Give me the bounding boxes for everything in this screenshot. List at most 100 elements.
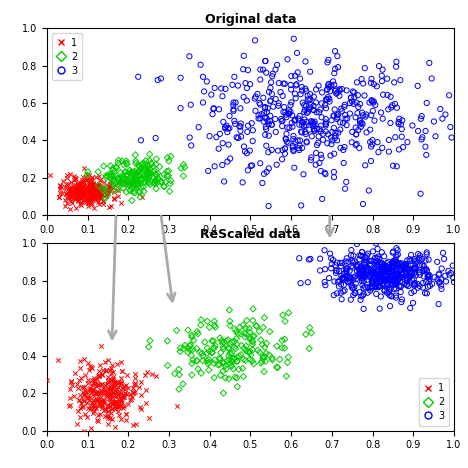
- Point: [405, 272, 412, 279]
- Point: [66, 206, 74, 213]
- Point: [123, 161, 131, 168]
- Point: [83, 388, 90, 396]
- Point: [373, 258, 381, 265]
- Point: [107, 162, 114, 169]
- Point: [135, 178, 142, 185]
- Point: [394, 269, 402, 277]
- Point: [136, 167, 143, 174]
- Point: [366, 271, 373, 278]
- Point: [268, 121, 275, 128]
- Point: [88, 195, 95, 203]
- Point: [281, 80, 289, 88]
- Point: [390, 260, 398, 268]
- Point: [177, 344, 184, 351]
- Point: [118, 157, 126, 165]
- Point: [95, 418, 102, 425]
- Point: [392, 253, 400, 261]
- Point: [324, 58, 331, 66]
- Point: [373, 257, 381, 265]
- Point: [425, 59, 433, 66]
- Point: [330, 124, 337, 132]
- Point: [386, 276, 393, 284]
- Point: [92, 185, 99, 193]
- Point: [377, 266, 385, 273]
- Point: [80, 190, 87, 197]
- Point: [365, 187, 373, 194]
- Point: [338, 295, 345, 303]
- Point: [110, 173, 117, 180]
- Point: [373, 263, 380, 271]
- Point: [92, 378, 99, 385]
- Point: [386, 261, 394, 268]
- Point: [98, 390, 106, 397]
- Point: [349, 276, 357, 284]
- Point: [260, 94, 267, 102]
- Point: [368, 285, 375, 292]
- Point: [290, 135, 297, 143]
- Point: [302, 330, 309, 338]
- Point: [285, 309, 292, 316]
- Point: [92, 379, 100, 387]
- Point: [305, 256, 313, 263]
- Point: [128, 393, 136, 401]
- Point: [403, 281, 410, 289]
- Point: [93, 404, 100, 412]
- Point: [155, 176, 163, 183]
- Point: [100, 185, 108, 192]
- Point: [262, 57, 269, 65]
- Point: [87, 187, 95, 194]
- Point: [285, 110, 292, 117]
- Point: [372, 274, 379, 282]
- Point: [55, 194, 62, 201]
- Point: [113, 380, 121, 387]
- Point: [141, 166, 148, 173]
- Point: [360, 284, 367, 292]
- Point: [379, 268, 387, 276]
- Point: [74, 180, 82, 187]
- Point: [89, 380, 97, 387]
- Point: [391, 258, 398, 265]
- Point: [317, 106, 324, 113]
- Point: [353, 268, 361, 275]
- Point: [118, 384, 126, 392]
- Point: [126, 178, 133, 186]
- Point: [206, 348, 213, 355]
- Point: [110, 194, 117, 201]
- Point: [88, 424, 95, 431]
- Point: [106, 386, 114, 393]
- Point: [330, 69, 338, 77]
- Point: [102, 388, 110, 395]
- Point: [102, 391, 110, 399]
- Point: [91, 193, 98, 201]
- Point: [363, 252, 371, 259]
- Point: [378, 77, 386, 85]
- Point: [90, 397, 97, 404]
- Point: [66, 184, 73, 192]
- Point: [370, 268, 378, 275]
- Point: [109, 187, 117, 194]
- Point: [73, 183, 81, 190]
- Point: [306, 324, 314, 331]
- Point: [104, 378, 111, 385]
- Point: [88, 382, 96, 389]
- Point: [160, 171, 168, 178]
- Point: [248, 337, 256, 345]
- Point: [234, 358, 241, 365]
- Point: [134, 183, 141, 191]
- Point: [300, 170, 307, 178]
- Point: [114, 391, 122, 399]
- Point: [439, 115, 446, 122]
- Point: [133, 179, 140, 187]
- Point: [269, 73, 276, 80]
- Point: [85, 196, 93, 204]
- Point: [98, 401, 106, 408]
- Point: [391, 271, 398, 279]
- Point: [239, 179, 246, 186]
- Point: [405, 273, 413, 280]
- Point: [83, 198, 90, 206]
- Point: [379, 272, 386, 280]
- Point: [338, 259, 346, 267]
- Point: [135, 384, 142, 391]
- Point: [298, 202, 305, 209]
- Point: [244, 66, 252, 74]
